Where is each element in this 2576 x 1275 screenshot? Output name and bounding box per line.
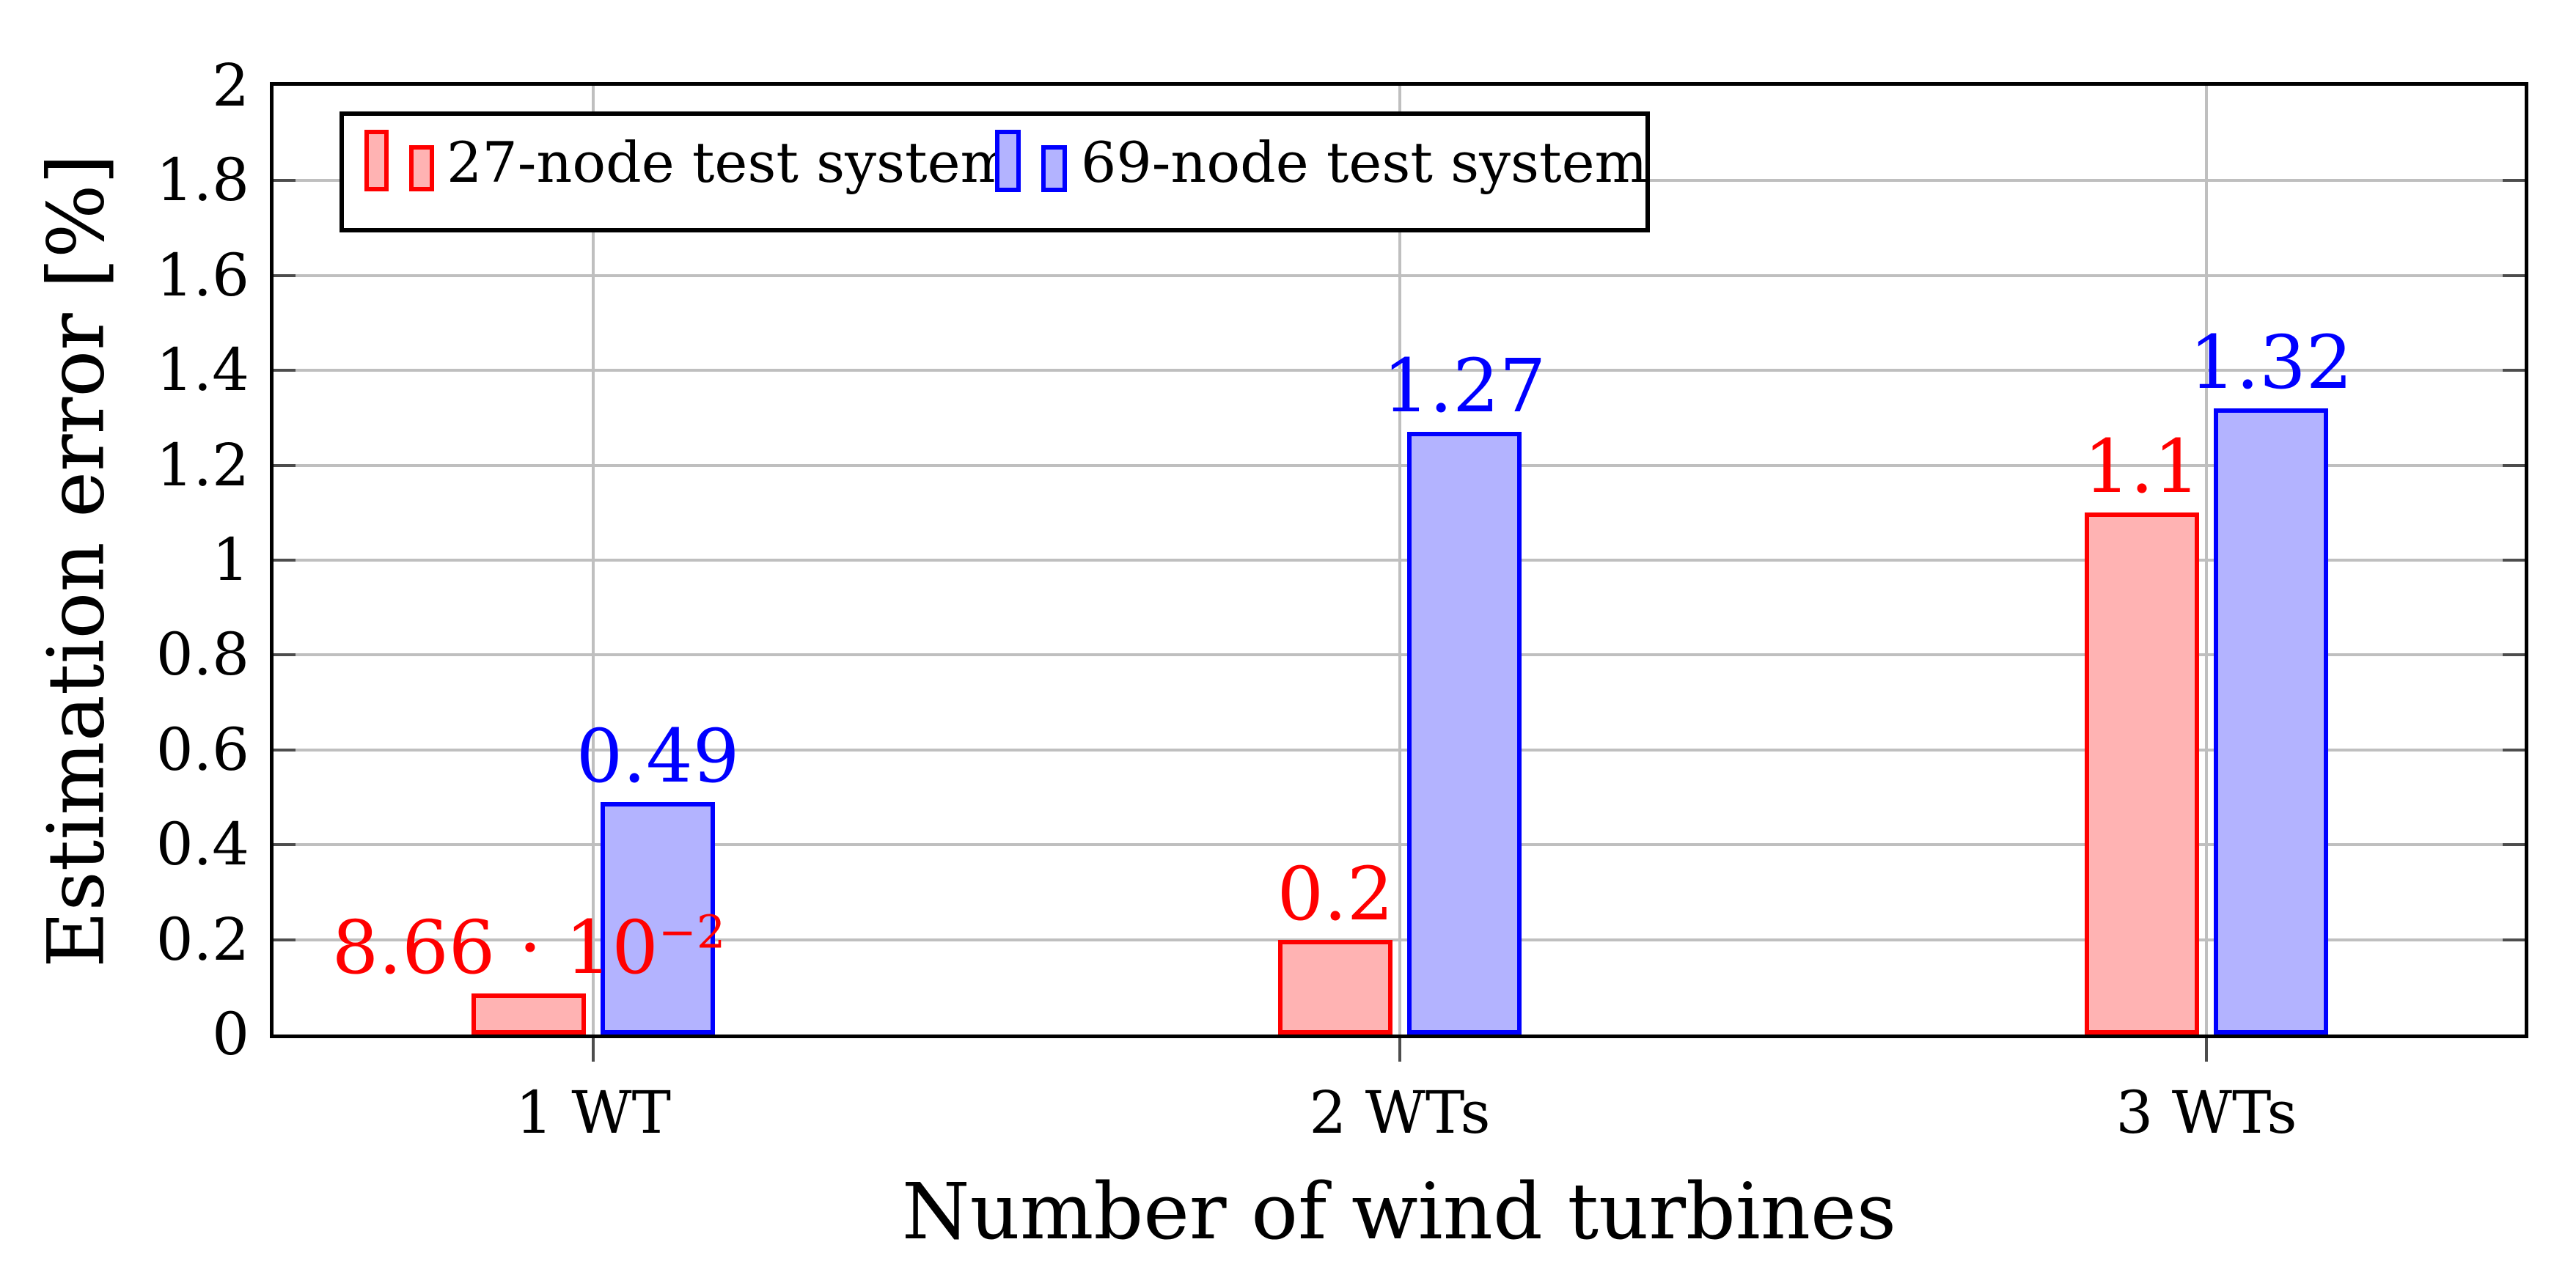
y-tick-label: 1.8 (155, 146, 249, 215)
y-tick-label: 1 (212, 526, 249, 594)
y-tick-right (2503, 559, 2525, 562)
bar-69node-2 (1407, 432, 1522, 1035)
y-tick-label: 1.4 (155, 336, 249, 405)
x-tick-label: 3 WTs (2116, 1079, 2297, 1147)
legend-swatch-series1-bar1 (364, 130, 389, 191)
value-label-exponent: −2 (658, 905, 726, 959)
v-gridline (1398, 86, 1401, 1035)
y-tick-right (2503, 463, 2525, 467)
y-tick-left (274, 843, 296, 847)
v-gridline (2205, 86, 2208, 1035)
x-axis-title: Number of wind turbines (901, 1166, 1897, 1257)
y-tick-label: 1.6 (155, 240, 249, 309)
y-tick-left (274, 559, 296, 562)
x-tick (2205, 1038, 2208, 1062)
plot-area: 8.66 · 10−2 0.2 1.1 0.49 1.27 1.32 (270, 82, 2528, 1038)
value-label: 1.1 (2083, 424, 2201, 510)
legend-swatch-series2-bar2 (1041, 145, 1067, 192)
value-label: 0.49 (576, 713, 740, 799)
legend: 27-node test system 69-node test system (340, 111, 1650, 232)
y-tick-left (274, 938, 296, 941)
legend-label-series1: 27-node test system (447, 130, 1013, 195)
y-tick-right (2503, 938, 2525, 941)
x-tick (592, 1038, 595, 1062)
value-label: 0.2 (1277, 851, 1394, 937)
x-tick-label: 1 WT (515, 1079, 671, 1147)
y-tick-left (274, 369, 296, 372)
legend-label-series2: 69-node test system (1081, 130, 1648, 195)
y-tick-label: 0 (212, 1000, 249, 1068)
y-tick-right (2503, 273, 2525, 277)
bar-27node-1 (471, 993, 586, 1035)
value-label: 1.27 (1382, 343, 1546, 429)
y-tick-right (2503, 653, 2525, 657)
value-label: 8.66 · 10−2 (331, 905, 726, 991)
y-tick-label: 0.2 (155, 905, 249, 974)
bar-69node-3 (2214, 408, 2328, 1035)
y-tick-left (274, 463, 296, 467)
x-tick-label: 2 WTs (1309, 1079, 1491, 1147)
y-tick-left (274, 748, 296, 752)
value-label: 1.32 (2189, 320, 2353, 405)
y-tick-label: 2 (212, 51, 249, 120)
y-tick-label: 0.6 (155, 715, 249, 784)
y-tick-right (2503, 369, 2525, 372)
y-tick-label: 1.2 (155, 430, 249, 499)
y-tick-right (2503, 179, 2525, 183)
y-tick-label: 0.4 (155, 810, 249, 879)
bar-27node-2 (1278, 940, 1392, 1035)
x-tick (1398, 1038, 1401, 1062)
y-tick-label: 0.8 (155, 620, 249, 689)
y-tick-right (2503, 748, 2525, 752)
v-gridline (592, 86, 595, 1035)
legend-swatch-series1-bar2 (409, 145, 434, 191)
y-tick-right (2503, 843, 2525, 847)
bar-27node-3 (2085, 512, 2199, 1035)
legend-swatch-series2-bar1 (995, 130, 1021, 192)
y-tick-left (274, 653, 296, 657)
y-tick-left (274, 273, 296, 277)
y-tick-left (274, 179, 296, 183)
bar-69node-1 (601, 802, 715, 1035)
